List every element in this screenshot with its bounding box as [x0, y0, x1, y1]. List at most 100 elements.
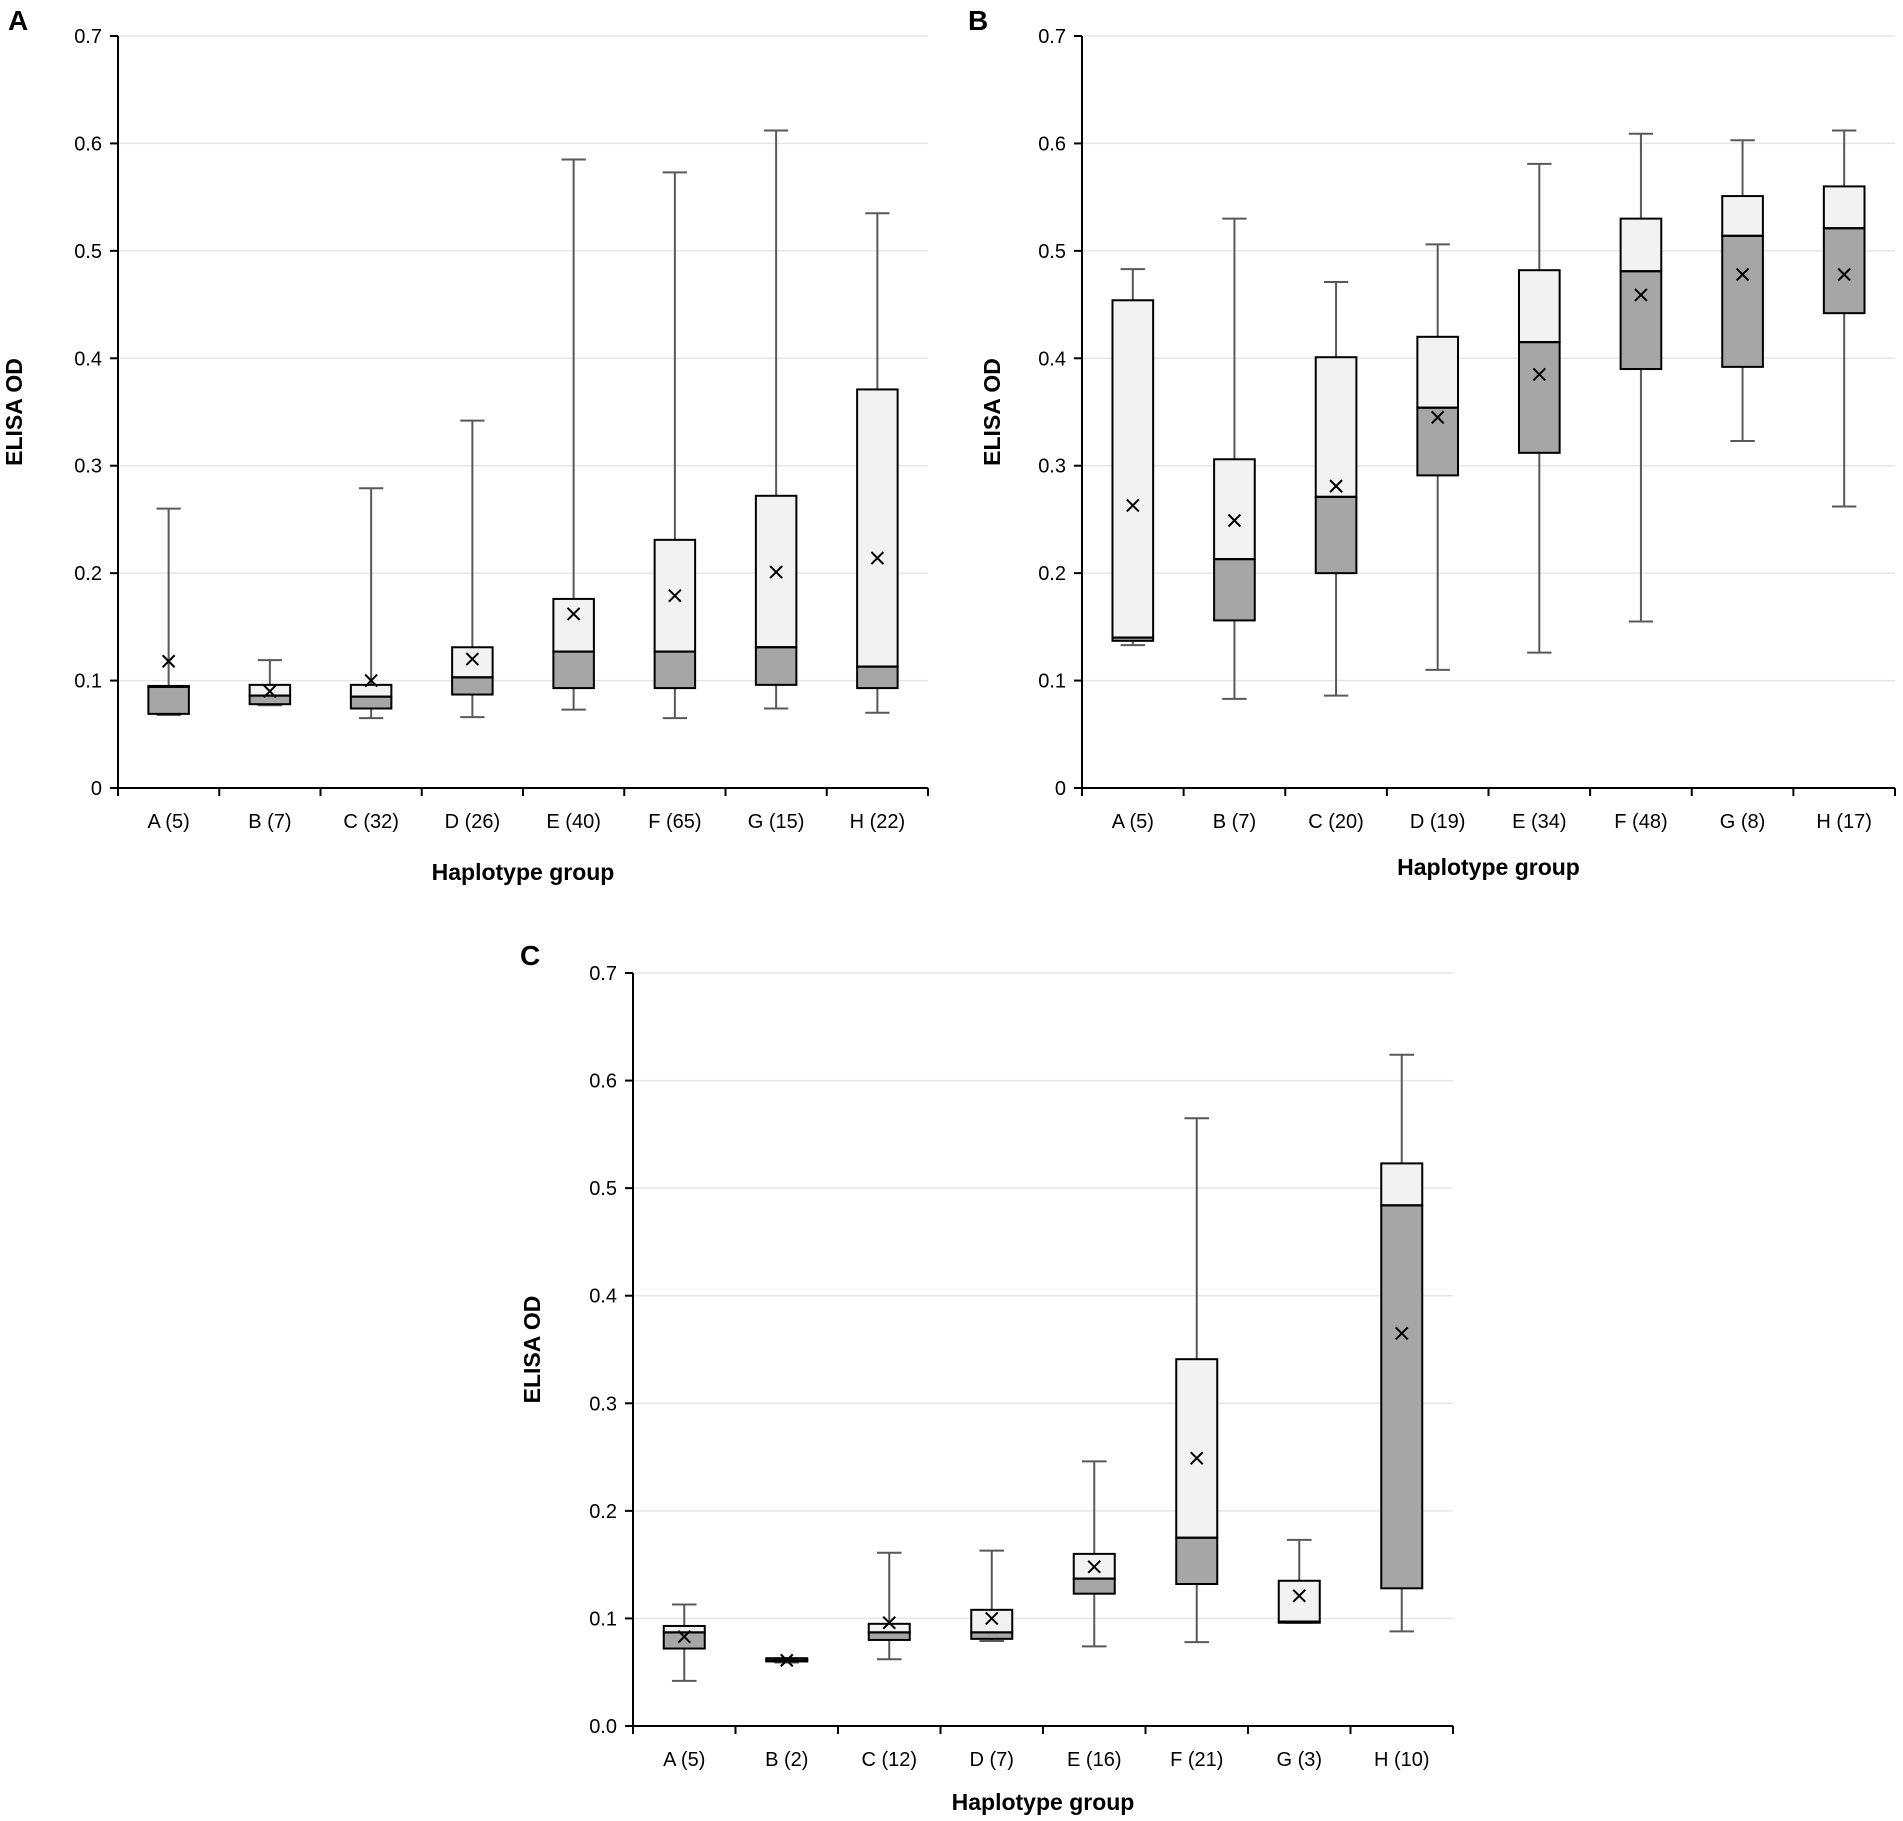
mean-marker — [1735, 267, 1750, 282]
mean-stroke — [1634, 288, 1648, 302]
mean-stroke — [1087, 1560, 1101, 1574]
box-upper-quartile — [1277, 1579, 1321, 1623]
box-lower-quartile — [1619, 270, 1663, 371]
mean-marker — [263, 684, 277, 699]
y-tick-label: 0.0 — [589, 1716, 617, 1738]
mean-stroke — [1837, 267, 1851, 282]
x-tick-label: H (17) — [1816, 811, 1872, 833]
mean-marker — [465, 652, 480, 666]
box-lower-quartile — [1380, 1204, 1424, 1590]
y-tick-label: 0.6 — [589, 1071, 617, 1093]
box-lower-quartile — [1175, 1536, 1219, 1586]
box-e — [1517, 162, 1561, 654]
gridlines — [1074, 35, 1895, 789]
box-lower-quartile — [552, 650, 595, 690]
box-upper-quartile — [1314, 356, 1358, 498]
x-tick-labels: A (5) B (7) C (20) D (19) E (34) F (48) G (8) H… — [1081, 788, 1896, 833]
x-tick-label: H (22) — [850, 811, 906, 833]
box-lower-quartile — [451, 676, 494, 696]
y-axis-title: ELISA OD — [1, 358, 27, 466]
box-d — [1416, 243, 1460, 671]
y-tick-label: 0.4 — [1038, 348, 1066, 370]
mean-stroke — [1430, 410, 1445, 425]
mean-stroke — [263, 684, 277, 699]
mean-stroke — [769, 565, 783, 579]
mean-stroke — [1227, 513, 1242, 528]
x-tick-label: B (7) — [248, 811, 291, 833]
box-a — [662, 1603, 706, 1682]
y-tick-label: 0.7 — [1038, 26, 1066, 48]
box-g — [754, 129, 798, 710]
gridlines — [110, 35, 928, 789]
box-lower-quartile — [1213, 558, 1256, 622]
panel-label: B — [968, 5, 988, 36]
mean-stroke — [1190, 1451, 1204, 1465]
y-axis-title: ELISA OD — [519, 1296, 545, 1404]
box-upper-quartile — [1175, 1358, 1219, 1539]
box-upper-quartile — [349, 683, 393, 698]
box-f — [1619, 132, 1663, 623]
y-tick-labels: 0.0 0.1 0.2 0.3 0.4 0.5 0.6 0.7 — [589, 963, 617, 1738]
y-tick-label: 0.5 — [1038, 241, 1066, 263]
y-tick-label: 0.6 — [1038, 133, 1066, 155]
box-lower-quartile — [856, 665, 899, 690]
mean-stroke — [870, 551, 885, 565]
mean-marker — [780, 1653, 794, 1668]
box-g — [1277, 1538, 1321, 1624]
box-g — [1721, 139, 1764, 443]
x-tick-label: C (32) — [343, 811, 399, 833]
mean-stroke — [677, 1630, 691, 1644]
mean-marker — [566, 607, 581, 621]
mean-marker — [1532, 367, 1547, 382]
x-tick-label: D (7) — [970, 1749, 1014, 1771]
box-lower-quartile — [662, 1631, 706, 1650]
box-lower-quartile — [1822, 227, 1866, 315]
x-tick-label: G (15) — [748, 811, 805, 833]
y-tick-label: 0.4 — [589, 1286, 617, 1308]
y-tick-labels: 0 0.1 0.2 0.3 0.4 0.5 0.6 0.7 — [74, 26, 102, 800]
mean-marker — [882, 1616, 896, 1630]
mean-marker — [1634, 288, 1648, 302]
mean-marker — [1227, 513, 1242, 528]
x-tick-label: A (5) — [1112, 811, 1154, 833]
box-b — [248, 659, 292, 707]
y-tick-label: 0.3 — [1038, 456, 1066, 478]
box-e — [1072, 1460, 1116, 1648]
box-d — [970, 1549, 1014, 1643]
x-tick-labels: A (5) B (2) C (12) D (7) E (16) F (21) G (3) H … — [632, 1726, 1454, 1771]
mean-stroke — [364, 673, 378, 688]
x-tick-label: H (10) — [1374, 1749, 1430, 1771]
mean-stroke — [1329, 479, 1343, 493]
box-upper-quartile — [451, 646, 494, 679]
box-lower-quartile — [754, 646, 798, 686]
box-upper-quartile — [1416, 335, 1460, 409]
box-lower-quartile — [1721, 234, 1764, 368]
box-f — [653, 171, 697, 720]
box-series — [147, 129, 899, 720]
box-upper-quartile — [1380, 1162, 1424, 1207]
mean-marker — [668, 588, 682, 603]
x-tick-label: C (20) — [1308, 811, 1364, 833]
mean-marker — [1837, 267, 1851, 282]
x-tick-label: E (16) — [1067, 1749, 1121, 1771]
mean-stroke — [566, 607, 581, 621]
box-lower-quartile — [147, 686, 190, 715]
mean-stroke — [1532, 367, 1547, 382]
box-a — [1111, 268, 1155, 647]
box-lower-quartile — [653, 650, 697, 690]
box-lower-quartile — [349, 695, 393, 710]
x-tick-label: A (5) — [663, 1749, 705, 1771]
box-h — [1822, 129, 1866, 508]
box-a — [147, 507, 190, 716]
mean-marker — [870, 551, 885, 565]
panel-b: B 0 0.1 0.2 0.3 0.4 0.5 0.6 0.7 A (5) B (7) C (20… — [968, 5, 1896, 880]
mean-marker — [161, 654, 176, 668]
y-tick-label: 0.3 — [589, 1393, 617, 1415]
box-h — [1380, 1053, 1424, 1633]
y-tick-label: 0.5 — [74, 241, 102, 263]
box-upper-quartile — [1213, 458, 1256, 561]
mean-marker — [985, 1611, 999, 1626]
mean-marker — [1087, 1560, 1101, 1574]
box-lower-quartile — [1416, 406, 1460, 477]
